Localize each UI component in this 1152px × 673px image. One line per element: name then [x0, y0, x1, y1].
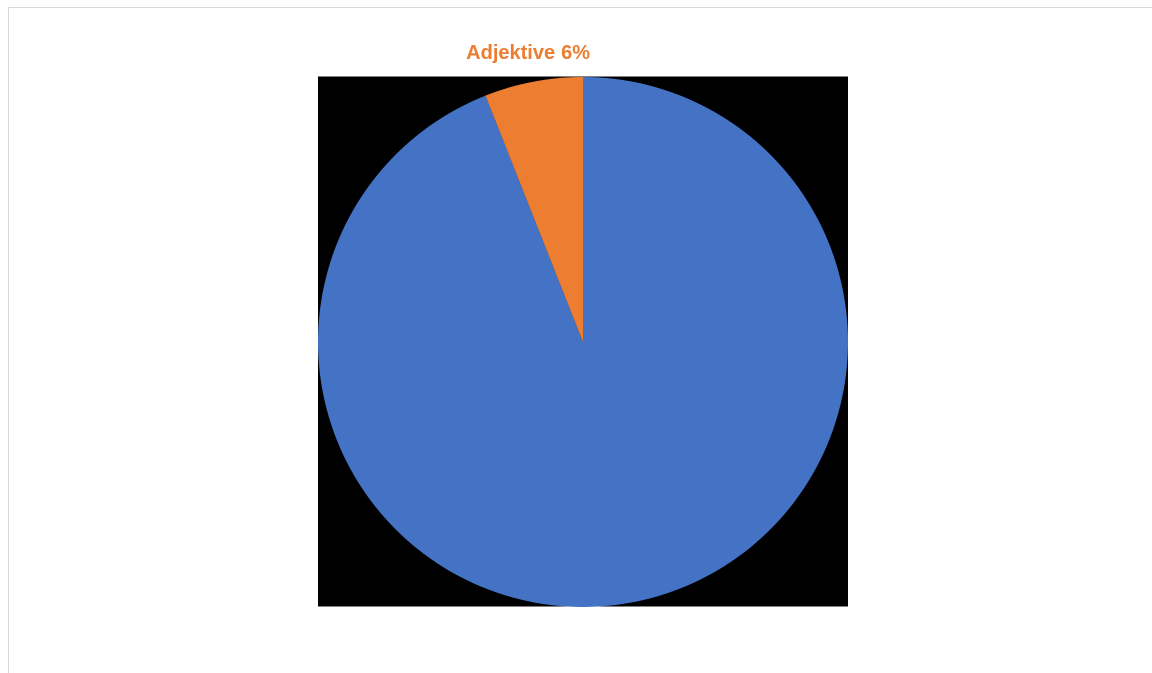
pie-slice: [485, 77, 583, 342]
value-label: 6%: [561, 42, 590, 64]
data-label: Adjektive 6%: [466, 42, 590, 64]
category-label: Adjektive: [466, 42, 555, 64]
